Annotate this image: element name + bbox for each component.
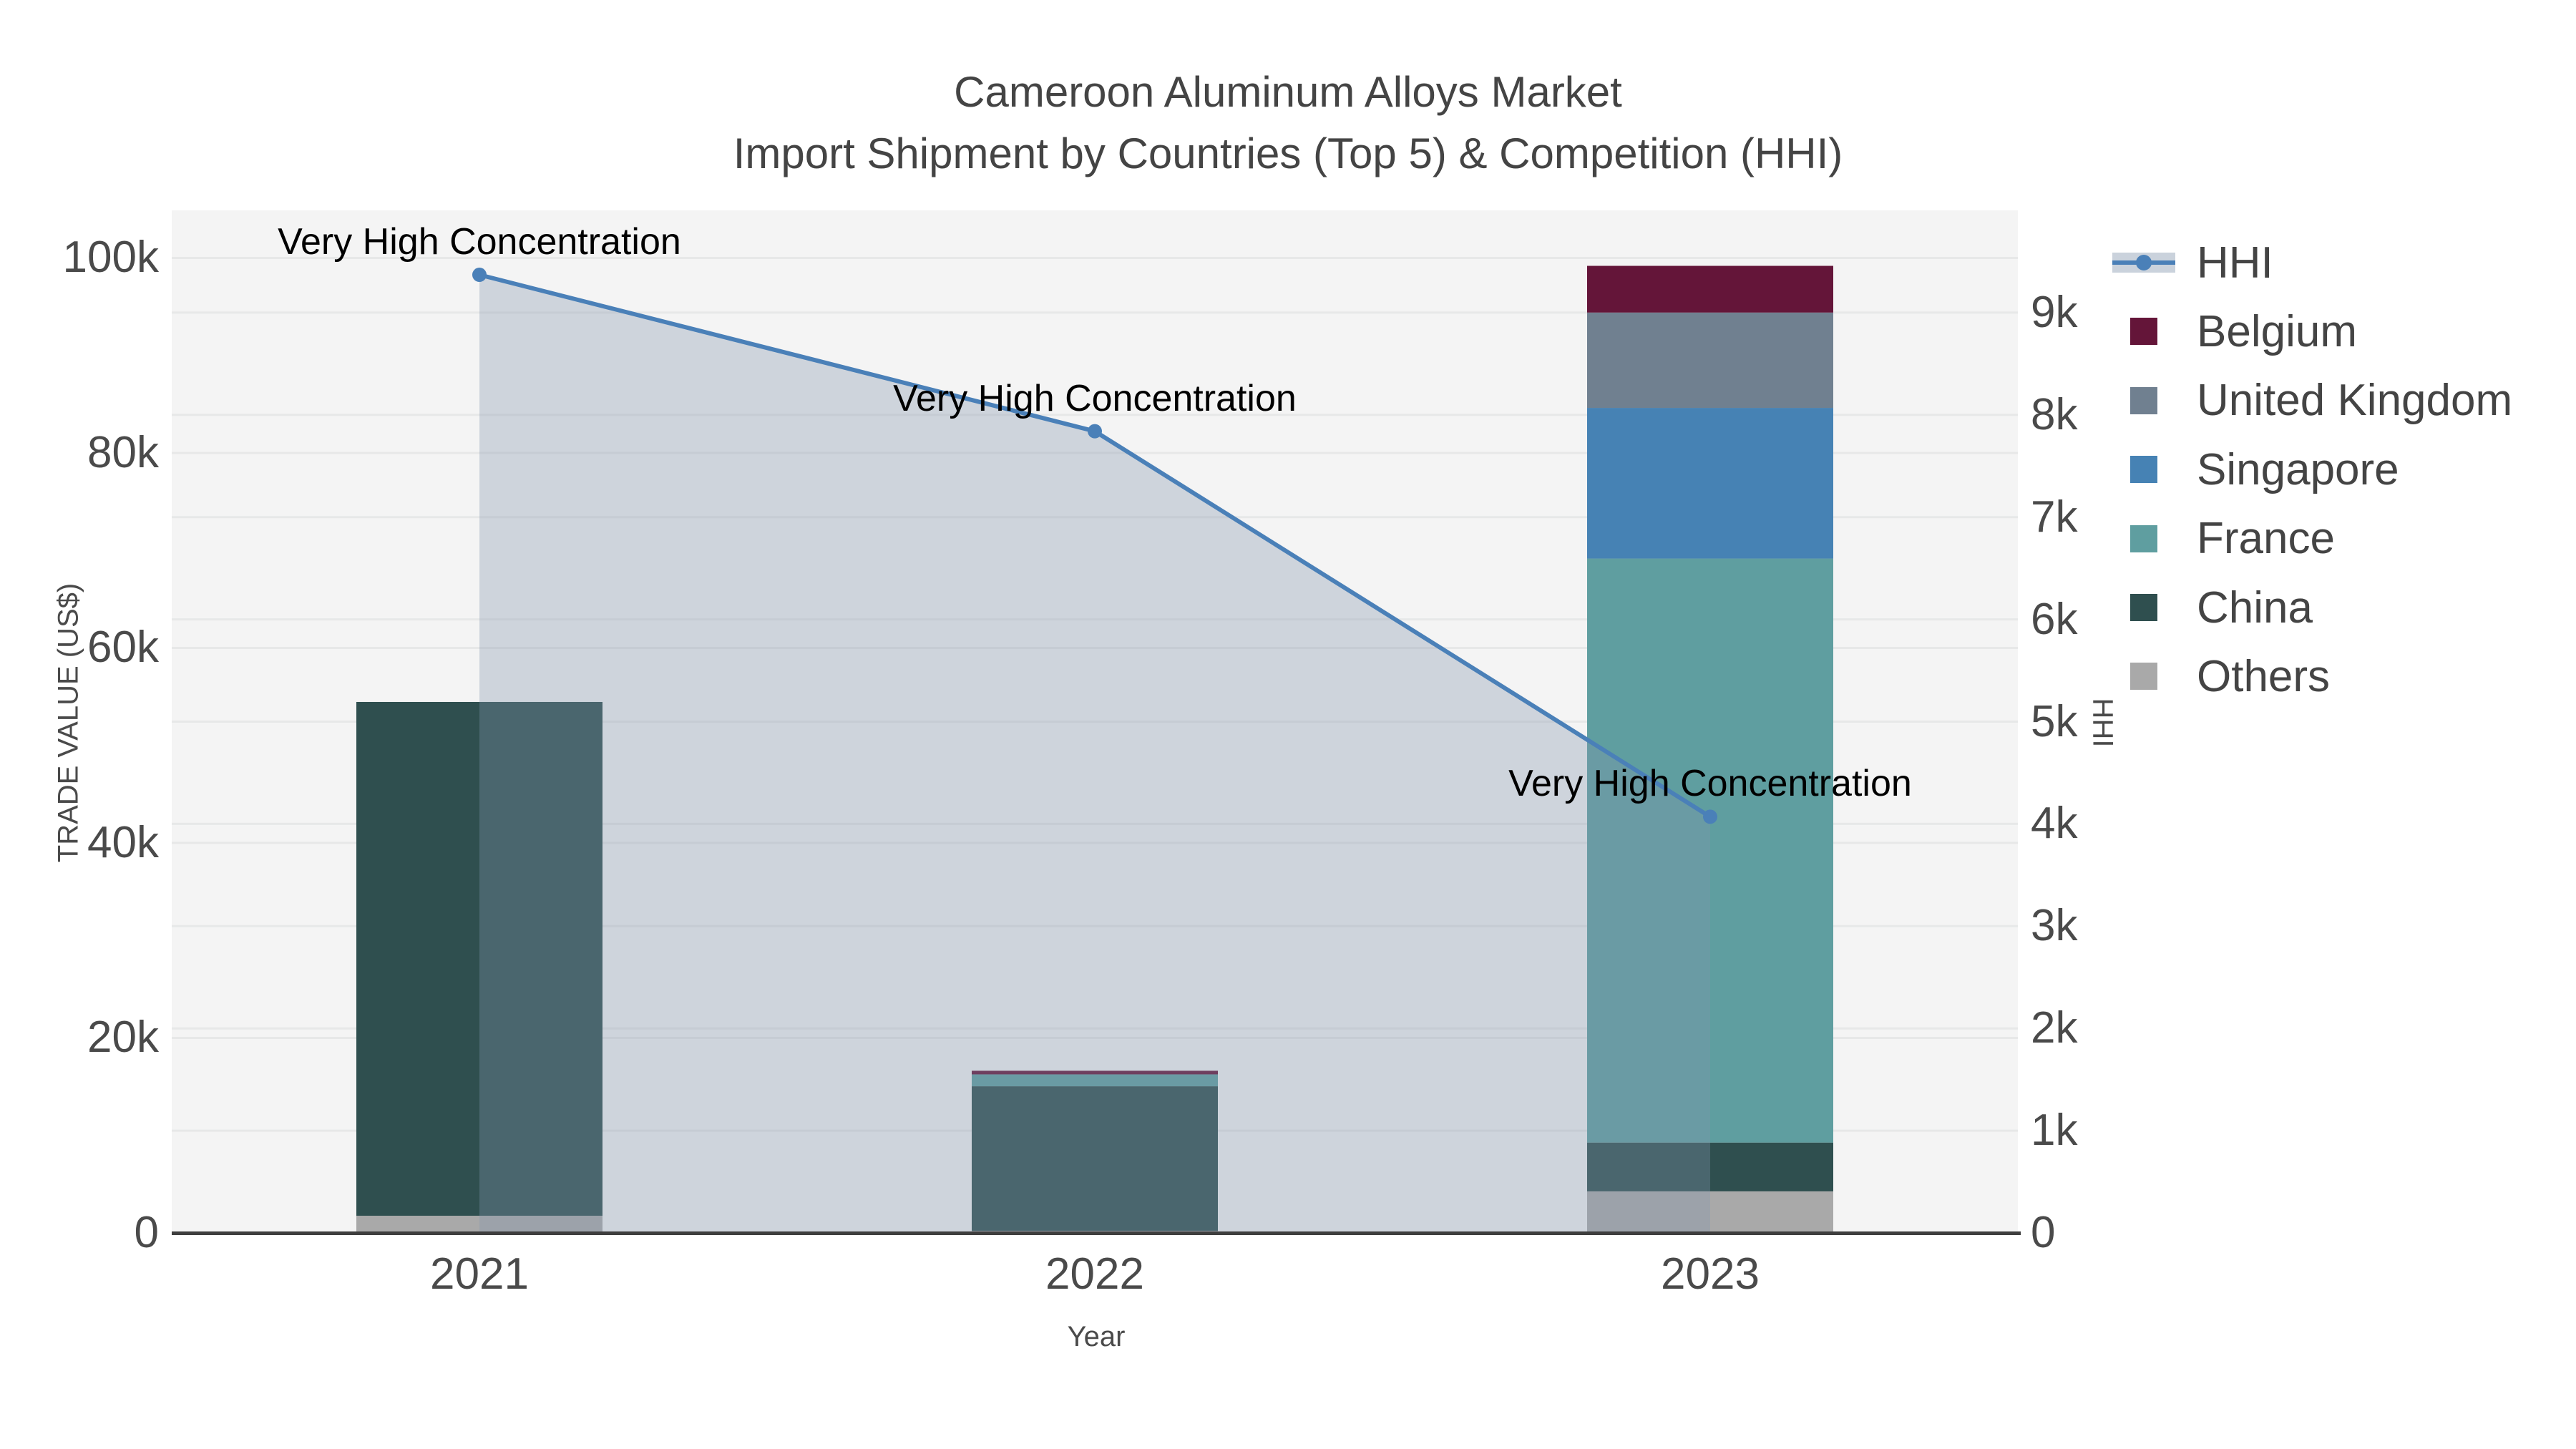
x-tick-2022: 2022 <box>1045 1249 1144 1299</box>
plot-area[interactable] <box>172 210 2018 1233</box>
x-tick-2021: 2021 <box>430 1249 529 1299</box>
bar-segment-france-2022[interactable] <box>972 1074 1218 1087</box>
bar-segment-china-2023[interactable] <box>1587 1142 1833 1191</box>
legend-label: China <box>2197 582 2313 633</box>
legend-item-china[interactable]: China <box>2112 573 2313 642</box>
hhi-area-fill <box>479 275 1710 1233</box>
legend-label: United Kingdom <box>2197 376 2513 426</box>
annotation-2021: Very High Concentration <box>278 221 681 263</box>
bar-segment-china-2021[interactable] <box>356 701 602 1216</box>
plot-svg[interactable] <box>172 210 2018 1233</box>
y-left-tick-80k: 80k <box>87 427 159 477</box>
legend-item-france[interactable]: France <box>2112 504 2335 573</box>
legend-square-swatch <box>2112 318 2175 346</box>
annotation-2022: Very High Concentration <box>893 377 1297 419</box>
y-right-tick-4k: 4k <box>2031 799 2078 849</box>
annotation-2023: Very High Concentration <box>1508 763 1912 805</box>
legend-square-swatch <box>2112 386 2175 414</box>
x-axis-title: Year <box>1067 1321 1126 1352</box>
y-right-tick-0: 0 <box>2031 1208 2056 1257</box>
y-right-tick-3k: 3k <box>2031 901 2078 951</box>
chart-title-line2: Import Shipment by Countries (Top 5) & C… <box>733 130 1843 177</box>
bar-segment-united-kingdom-2023[interactable] <box>1587 312 1833 409</box>
legend-square-swatch <box>2112 594 2175 621</box>
bar-segment-belgium-2023[interactable] <box>1587 265 1833 313</box>
legend-label: HHI <box>2197 238 2273 288</box>
y-right-tick-2k: 2k <box>2031 1003 2078 1053</box>
y-left-tick-60k: 60k <box>87 623 159 673</box>
legend-square-swatch <box>2112 663 2175 691</box>
legend-item-singapore[interactable]: Singapore <box>2112 435 2399 504</box>
y-right-tick-7k: 7k <box>2031 492 2078 542</box>
chart-title-line1: Cameroon Aluminum Alloys Market <box>954 68 1622 116</box>
y-left-tick-20k: 20k <box>87 1013 159 1063</box>
bar-segment-china-2022[interactable] <box>972 1086 1218 1231</box>
y-left-tick-40k: 40k <box>87 817 159 867</box>
legend-label: France <box>2197 514 2335 564</box>
legend-item-belgium[interactable]: Belgium <box>2112 297 2357 366</box>
legend-label: Belgium <box>2197 306 2357 356</box>
y-left-tick-100k: 100k <box>62 233 159 283</box>
bar-segment-others-2021[interactable] <box>356 1216 602 1233</box>
legend-item-united-kingdom[interactable]: United Kingdom <box>2112 366 2512 435</box>
y-right-tick-9k: 9k <box>2031 287 2078 337</box>
hhi-marker-2021[interactable] <box>472 268 487 283</box>
legend-line-swatch <box>2112 253 2175 273</box>
y-left-tick-0: 0 <box>134 1208 159 1257</box>
legend-item-hhi[interactable]: HHI <box>2112 228 2273 297</box>
y-right-tick-5k: 5k <box>2031 696 2078 746</box>
x-axis-line <box>172 1231 2021 1235</box>
bar-segment-belgium-2022[interactable] <box>972 1070 1218 1075</box>
legend-item-others[interactable]: Others <box>2112 642 2330 711</box>
legend-label: Singapore <box>2197 444 2399 494</box>
x-tick-2023: 2023 <box>1661 1249 1760 1299</box>
y-right-tick-8k: 8k <box>2031 389 2078 439</box>
legend-square-swatch <box>2112 456 2175 484</box>
y-right-tick-1k: 1k <box>2031 1106 2078 1156</box>
bar-segment-france-2023[interactable] <box>1587 558 1833 1143</box>
y-right-tick-6k: 6k <box>2031 594 2078 644</box>
legend-square-swatch <box>2112 525 2175 552</box>
legend-label: Others <box>2197 651 2331 701</box>
hhi-marker-2023[interactable] <box>1703 809 1717 824</box>
bar-segment-others-2023[interactable] <box>1587 1191 1833 1233</box>
bar-segment-singapore-2023[interactable] <box>1587 408 1833 559</box>
hhi-marker-2022[interactable] <box>1088 424 1102 439</box>
